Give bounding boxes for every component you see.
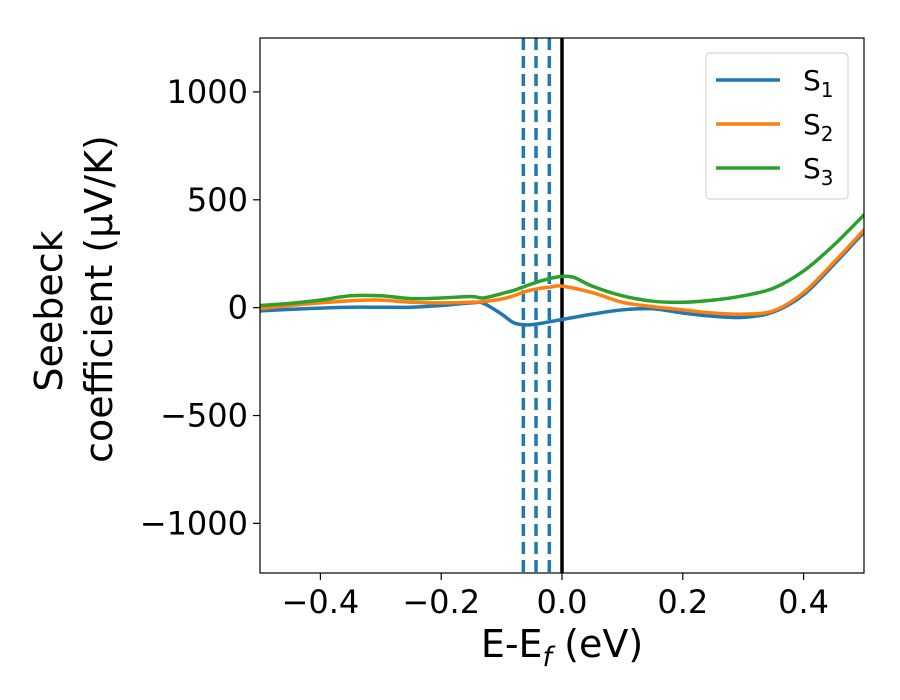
legend-label-s3: S3 (803, 152, 834, 190)
y-tick-label: 1000 (167, 73, 248, 111)
y-axis-title-line2: coefficient (μV/K) (77, 135, 121, 463)
legend-label-s1: S1 (803, 64, 834, 102)
series-line-s1 (260, 230, 864, 327)
legend-label-s2: S2 (803, 108, 834, 146)
y-tick-label: −500 (160, 397, 248, 435)
y-axis-title: Seebeck coefficient (μV/K) (27, 135, 121, 463)
legend: S1 S2 S3 (705, 52, 849, 200)
y-tick-label: 500 (187, 181, 248, 219)
series-line-s2 (260, 228, 864, 316)
y-tick-label: −1000 (140, 504, 248, 542)
legend-box (705, 52, 849, 200)
y-axis-title-line1: Seebeck (27, 230, 71, 391)
x-tick-label: −0.4 (282, 583, 360, 621)
x-axis-title: E-Ef (eV) (481, 622, 643, 673)
x-tick-label: 0.2 (657, 583, 708, 621)
x-tick-label: 0.4 (778, 583, 829, 621)
series-line-s3 (260, 213, 864, 308)
x-axis-title-unit: (eV) (552, 622, 643, 666)
x-tick-label: 0.0 (537, 583, 588, 621)
series-lines (260, 213, 864, 327)
y-axis-ticks: −1000 −500 0 500 1000 (140, 73, 260, 542)
x-tick-label: −0.2 (402, 583, 480, 621)
x-axis-ticks: −0.4 −0.2 0.0 0.2 0.4 (282, 573, 829, 621)
y-tick-label: 0 (228, 289, 248, 327)
reference-lines (521, 38, 564, 573)
